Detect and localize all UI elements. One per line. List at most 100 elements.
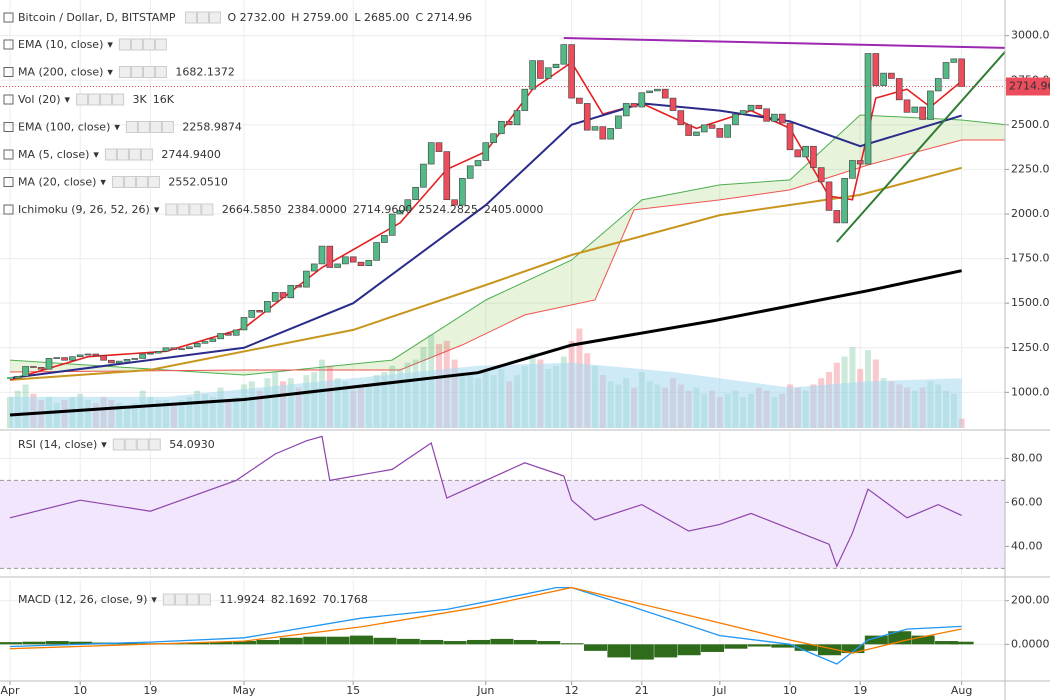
candle [193, 342, 201, 348]
y-tick-label: 200.0000 [1011, 594, 1050, 607]
dropdown-arrow: ▾ [93, 148, 99, 161]
collapse-button [3, 177, 14, 187]
candle [810, 145, 817, 168]
legend-icon[interactable] [112, 93, 125, 106]
candle [154, 351, 162, 354]
candle [248, 309, 256, 318]
x-tick-label: Apr [0, 684, 20, 697]
y-tick-label: 80.00 [1011, 451, 1043, 464]
legend-icon[interactable] [165, 203, 178, 216]
legend-icon[interactable] [201, 203, 214, 216]
candle [950, 58, 958, 63]
x-tick-label: 10 [783, 684, 797, 697]
legend-icon[interactable] [130, 66, 143, 78]
legend-icon[interactable] [125, 121, 138, 133]
macd-histogram-bar [935, 641, 959, 645]
candle [498, 120, 505, 135]
legend-name: MA (20, close) [18, 176, 96, 189]
macd-histogram-bar [560, 643, 584, 645]
legend-icon[interactable] [111, 176, 124, 188]
legend-icon[interactable] [130, 38, 143, 51]
candle [474, 160, 482, 167]
dropdown-arrow: ▾ [65, 93, 71, 106]
candle [178, 348, 185, 350]
legend-icon[interactable] [149, 121, 162, 133]
ohlc-value: H 2759.00 [291, 11, 348, 24]
legend-icon[interactable] [196, 11, 209, 24]
y-tick-label: 60.00 [1011, 495, 1043, 508]
legend-icon[interactable] [88, 93, 101, 106]
candle [326, 245, 334, 268]
x-tick-label: May [233, 684, 256, 697]
legend-icon[interactable] [154, 66, 167, 78]
legend-icon[interactable] [148, 438, 161, 451]
legend-icon[interactable] [135, 176, 148, 188]
legend-icon[interactable] [142, 66, 155, 78]
candle [30, 366, 37, 368]
legend-value: 1682.1372 [175, 66, 235, 79]
candle [568, 44, 575, 99]
candle [342, 256, 349, 265]
legend-icon[interactable] [140, 148, 153, 161]
rsi-band [0, 480, 1005, 569]
x-tick-label: 10 [73, 684, 87, 697]
candle [786, 122, 794, 151]
macd-histogram-bar [256, 639, 280, 645]
legend-icon[interactable] [137, 121, 150, 133]
candle [334, 263, 341, 268]
legend-icon[interactable] [208, 11, 221, 24]
legend-icon[interactable] [76, 93, 89, 106]
candle [825, 181, 833, 211]
candle [872, 53, 880, 86]
legend-icon[interactable] [177, 203, 190, 216]
legend-icon[interactable] [174, 593, 187, 606]
macd-histogram-bar [888, 631, 912, 645]
legend-icon[interactable] [118, 38, 131, 51]
legend-icon[interactable] [124, 438, 137, 451]
collapse-button [3, 39, 14, 50]
candle [162, 347, 170, 352]
candle [209, 338, 217, 342]
macd-line [9, 586, 962, 654]
macd-histogram-bar [186, 642, 210, 645]
legend-value: 16K [153, 93, 175, 106]
legend-icon[interactable] [100, 93, 113, 106]
marks-layer [0, 37, 1005, 665]
legend-icon[interactable] [154, 38, 167, 51]
macd-histogram-bar [911, 635, 935, 645]
legend-icon[interactable] [116, 148, 129, 161]
macd-histogram-bar [794, 644, 818, 651]
legend-icon[interactable] [104, 148, 117, 161]
candle [677, 110, 685, 126]
candle [708, 124, 716, 129]
candle [552, 63, 560, 69]
candle [186, 346, 193, 349]
candle [92, 353, 100, 357]
legend-icon[interactable] [142, 38, 155, 51]
candle [599, 126, 607, 140]
y-tick-label: 1500.00 [1011, 296, 1050, 309]
macd-histogram-bar [396, 638, 420, 645]
candle [365, 260, 373, 267]
ohlc-value: L 2685.00 [354, 11, 409, 24]
collapse-button [3, 204, 14, 215]
candle [716, 128, 724, 138]
x-tick-label: 19 [143, 684, 157, 697]
legend-icon[interactable] [184, 11, 197, 24]
legend-icon[interactable] [123, 176, 136, 188]
legend-icon[interactable] [189, 203, 202, 216]
legend-icon[interactable] [186, 593, 199, 606]
collapse-button [3, 67, 14, 77]
candle [521, 88, 529, 111]
legend-icon[interactable] [128, 148, 141, 161]
legend-icon[interactable] [118, 66, 131, 78]
legend-icon[interactable] [198, 593, 211, 606]
dropdown-arrow: ▾ [101, 438, 107, 451]
legend-icon[interactable] [161, 121, 174, 133]
legend-icon[interactable] [112, 438, 125, 451]
candle [560, 44, 568, 65]
legend-icon[interactable] [162, 593, 175, 606]
legend-icon[interactable] [136, 438, 149, 451]
legend-icon[interactable] [147, 176, 160, 188]
